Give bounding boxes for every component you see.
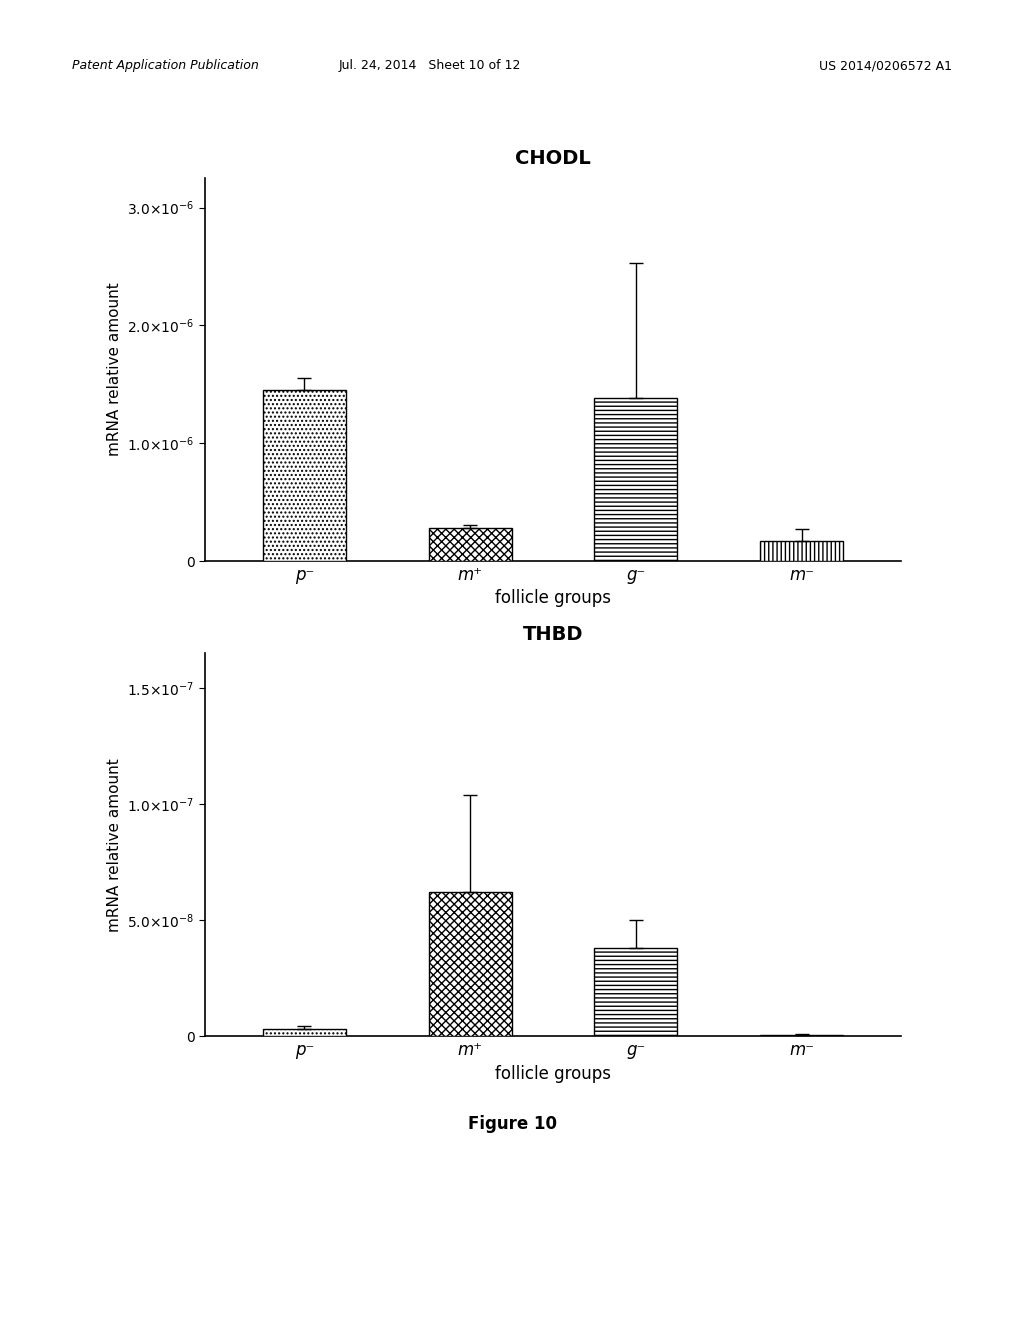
Bar: [263, 1030, 346, 1036]
X-axis label: follicle groups: follicle groups: [495, 590, 611, 607]
Text: Jul. 24, 2014   Sheet 10 of 12: Jul. 24, 2014 Sheet 10 of 12: [339, 59, 521, 73]
Bar: [594, 948, 677, 1036]
Title: CHODL: CHODL: [515, 149, 591, 169]
Text: US 2014/0206572 A1: US 2014/0206572 A1: [819, 59, 952, 73]
Bar: [760, 541, 843, 561]
Bar: [429, 892, 512, 1036]
X-axis label: follicle groups: follicle groups: [495, 1065, 611, 1082]
Bar: [429, 528, 512, 561]
Text: Figure 10: Figure 10: [468, 1115, 556, 1134]
Title: THBD: THBD: [522, 624, 584, 644]
Bar: [594, 399, 677, 561]
Text: Patent Application Publication: Patent Application Publication: [72, 59, 258, 73]
Y-axis label: mRNA relative amount: mRNA relative amount: [106, 282, 122, 457]
Bar: [263, 391, 346, 561]
Y-axis label: mRNA relative amount: mRNA relative amount: [106, 758, 122, 932]
